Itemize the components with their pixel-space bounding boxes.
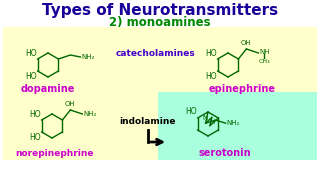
Text: OH: OH — [65, 101, 76, 107]
Text: CH₃: CH₃ — [259, 59, 270, 64]
Text: dopamine: dopamine — [21, 84, 75, 94]
Text: NH₂: NH₂ — [227, 120, 240, 126]
Text: HO: HO — [205, 72, 217, 81]
Text: 2) monoamines: 2) monoamines — [109, 15, 211, 28]
Text: HO: HO — [205, 49, 217, 58]
Text: NH₂: NH₂ — [84, 111, 97, 117]
Text: HO: HO — [185, 107, 196, 116]
Text: indolamine: indolamine — [120, 118, 176, 127]
Text: HO: HO — [29, 110, 41, 119]
Text: HO: HO — [29, 133, 41, 142]
Text: HO: HO — [25, 49, 36, 58]
Text: norepinephrine: norepinephrine — [16, 148, 94, 158]
Bar — [3, 92, 158, 160]
Text: epinephrine: epinephrine — [209, 84, 276, 94]
Text: OH: OH — [241, 40, 252, 46]
Bar — [158, 92, 317, 160]
Text: NH₂: NH₂ — [81, 54, 95, 60]
Text: N: N — [203, 116, 208, 122]
Text: NH: NH — [260, 49, 270, 55]
Text: serotonin: serotonin — [199, 148, 251, 158]
Bar — [3, 27, 317, 92]
Text: catecholamines: catecholamines — [115, 48, 195, 57]
Text: HO: HO — [25, 72, 36, 81]
Text: Types of Neurotransmitters: Types of Neurotransmitters — [42, 3, 278, 17]
Text: H: H — [209, 120, 214, 125]
